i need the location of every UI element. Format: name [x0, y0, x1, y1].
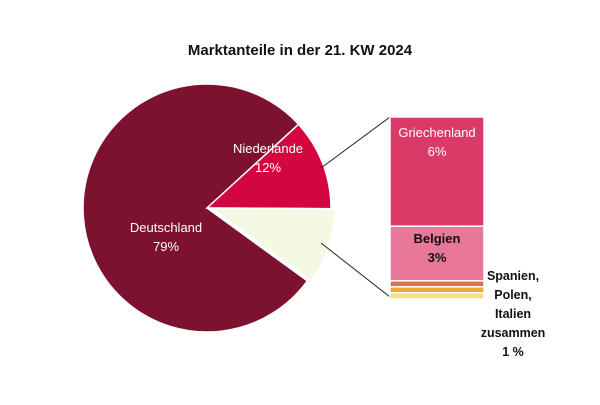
pie: Deutschland 79% Niederlande 12% — [82, 83, 336, 333]
connector-line-bottom — [320, 242, 391, 298]
bar-segment-spanien — [389, 280, 485, 288]
small-group-label: Spanien, Polen, Italien zusammen 1 % — [481, 269, 546, 359]
pie-label-niederlande: Niederlande 12% — [233, 141, 303, 175]
breakdown-bar: Griechenland 6% Belgien 3% — [389, 116, 485, 300]
bar-segment-belgien — [389, 225, 485, 282]
bar-segment-polen — [389, 286, 485, 294]
chart-title: Marktanteile in der 21. KW 2024 — [188, 42, 413, 59]
pie-label-deutschland: Deutschland 79% — [130, 220, 202, 254]
pie-slice-niederlande — [205, 123, 332, 210]
bar-segment-italien — [389, 292, 485, 300]
bar-label-belgien: Belgien 3% — [414, 231, 461, 265]
pie-slice-deutschland — [82, 83, 309, 333]
connector-line-top — [320, 116, 391, 169]
bar-label-griechenland: Griechenland 6% — [398, 125, 475, 159]
bar-segment-griechenland — [389, 116, 485, 227]
pie-slice-andere — [208, 207, 336, 282]
